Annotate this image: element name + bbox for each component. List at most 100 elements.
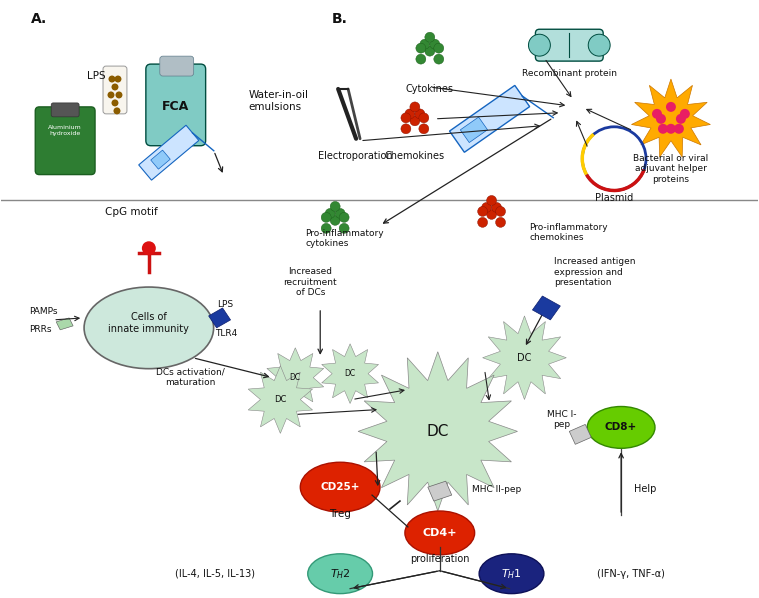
Polygon shape [56, 318, 73, 330]
Polygon shape [322, 344, 379, 404]
Circle shape [415, 109, 425, 119]
Circle shape [419, 124, 429, 134]
Circle shape [666, 102, 676, 112]
Polygon shape [428, 481, 452, 501]
Text: DC: DC [518, 353, 531, 363]
Text: MHC II-pep: MHC II-pep [471, 484, 521, 493]
Circle shape [321, 224, 331, 233]
Polygon shape [449, 86, 530, 152]
Polygon shape [358, 352, 518, 511]
Circle shape [321, 212, 331, 222]
Polygon shape [532, 296, 560, 320]
Text: $T_H2$: $T_H2$ [329, 567, 351, 581]
Ellipse shape [405, 511, 474, 555]
Text: DC: DC [290, 373, 301, 382]
Ellipse shape [84, 287, 213, 369]
Text: (IL-4, IL-5, IL-13): (IL-4, IL-5, IL-13) [175, 569, 256, 579]
Circle shape [410, 102, 420, 112]
Text: MHC I-
pep: MHC I- pep [546, 410, 576, 429]
Polygon shape [631, 79, 710, 157]
Text: Bacterial or viral
adjuvant helper
proteins: Bacterial or viral adjuvant helper prote… [633, 154, 709, 184]
Text: CpG motif: CpG motif [105, 208, 157, 218]
Text: FCA: FCA [162, 100, 190, 114]
Circle shape [339, 212, 349, 222]
Text: A.: A. [31, 13, 47, 26]
Circle shape [325, 209, 335, 218]
Circle shape [496, 206, 505, 216]
Circle shape [109, 75, 115, 83]
Circle shape [674, 124, 684, 134]
Ellipse shape [587, 407, 655, 448]
Circle shape [401, 113, 411, 123]
Circle shape [434, 54, 444, 64]
Circle shape [680, 109, 690, 119]
Circle shape [482, 203, 492, 212]
Circle shape [142, 241, 156, 255]
Text: PRRs: PRRs [30, 325, 52, 334]
Circle shape [339, 224, 349, 233]
Text: Cytokines: Cytokines [406, 84, 454, 94]
Text: Cells of
innate immunity: Cells of innate immunity [109, 312, 189, 334]
Ellipse shape [307, 554, 373, 594]
Circle shape [666, 124, 676, 134]
Circle shape [676, 114, 686, 124]
Circle shape [401, 124, 411, 134]
Text: Electroporation: Electroporation [318, 151, 392, 161]
Text: Help: Help [634, 484, 657, 494]
Circle shape [496, 218, 505, 227]
Text: LPS: LPS [87, 71, 106, 81]
Circle shape [477, 206, 487, 216]
Circle shape [405, 109, 415, 119]
Polygon shape [483, 316, 566, 399]
Text: proliferation: proliferation [410, 554, 470, 564]
Text: $T_H1$: $T_H1$ [501, 567, 522, 581]
Text: DC: DC [274, 395, 287, 404]
Text: Chemokines: Chemokines [385, 151, 445, 161]
Text: Treg: Treg [329, 509, 351, 519]
FancyBboxPatch shape [51, 103, 79, 117]
Polygon shape [151, 150, 170, 169]
Circle shape [492, 203, 502, 212]
Circle shape [115, 75, 121, 83]
Circle shape [652, 109, 662, 119]
Text: Increased antigen
expression and
presentation: Increased antigen expression and present… [554, 257, 636, 287]
Text: (IFN-γ, TNF-α): (IFN-γ, TNF-α) [597, 569, 665, 579]
Circle shape [416, 43, 426, 53]
Text: Pro-inflammatory
cytokines: Pro-inflammatory cytokines [305, 228, 384, 248]
Text: Water-in-oil
emulsions: Water-in-oil emulsions [248, 90, 308, 112]
Polygon shape [248, 366, 313, 434]
Circle shape [108, 91, 115, 99]
Text: Increased
recruitment
of DCs: Increased recruitment of DCs [283, 267, 337, 297]
Text: Pro-inflammatory
chemokines: Pro-inflammatory chemokines [530, 222, 608, 242]
Circle shape [112, 99, 118, 106]
Circle shape [420, 39, 430, 49]
Ellipse shape [301, 462, 380, 512]
Polygon shape [267, 348, 324, 407]
Circle shape [528, 34, 550, 56]
Circle shape [114, 108, 121, 114]
Polygon shape [460, 117, 487, 142]
Text: DCs activation/
maturation: DCs activation/ maturation [156, 368, 225, 388]
Text: Recombinant protein: Recombinant protein [521, 69, 617, 78]
Circle shape [330, 215, 340, 225]
FancyBboxPatch shape [146, 64, 206, 146]
Circle shape [416, 54, 426, 64]
Text: CD8+: CD8+ [605, 422, 638, 432]
Polygon shape [209, 308, 231, 328]
Text: TLR4: TLR4 [216, 329, 238, 338]
Circle shape [434, 43, 444, 53]
FancyBboxPatch shape [35, 107, 95, 175]
Text: B.: B. [332, 13, 348, 26]
Polygon shape [569, 425, 591, 444]
Text: LPS: LPS [218, 300, 234, 310]
FancyBboxPatch shape [160, 56, 194, 76]
Circle shape [425, 46, 435, 56]
Text: Plasmid: Plasmid [595, 194, 633, 203]
Circle shape [658, 124, 668, 134]
Text: DC: DC [427, 424, 449, 439]
Text: DC: DC [345, 369, 356, 378]
Circle shape [330, 202, 340, 212]
Text: PAMPs: PAMPs [30, 307, 58, 316]
Circle shape [115, 91, 122, 99]
Text: Aluminium
hydroxide: Aluminium hydroxide [49, 126, 82, 136]
